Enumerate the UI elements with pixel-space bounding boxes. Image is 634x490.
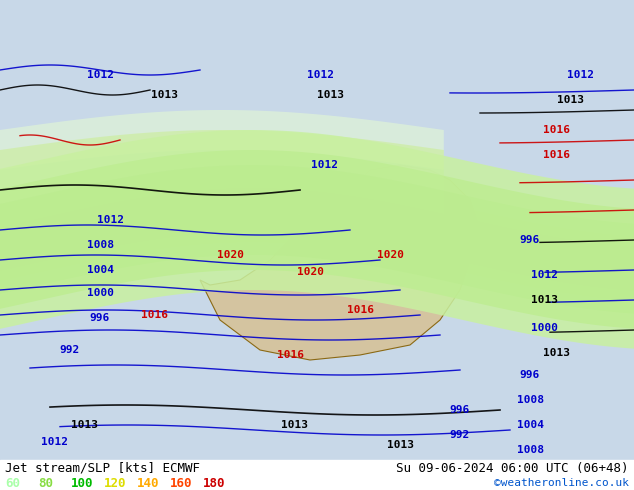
- Text: 1016: 1016: [347, 305, 373, 315]
- Polygon shape: [0, 150, 634, 329]
- Text: 996: 996: [450, 405, 470, 415]
- Polygon shape: [0, 203, 634, 276]
- Polygon shape: [0, 130, 444, 230]
- Polygon shape: [200, 165, 480, 360]
- Text: 1008: 1008: [517, 445, 543, 455]
- Text: 180: 180: [203, 477, 226, 490]
- Text: 1012: 1012: [531, 270, 559, 280]
- Text: 1013: 1013: [531, 295, 559, 305]
- Text: 1000: 1000: [531, 323, 559, 333]
- Polygon shape: [0, 188, 634, 291]
- Text: 1004: 1004: [86, 265, 113, 275]
- Text: 1008: 1008: [517, 395, 543, 405]
- Text: 1008: 1008: [86, 240, 113, 250]
- Text: 1012: 1012: [96, 215, 124, 225]
- Polygon shape: [0, 196, 634, 283]
- Polygon shape: [0, 110, 444, 250]
- Text: 160: 160: [170, 477, 193, 490]
- Text: 996: 996: [520, 235, 540, 245]
- Text: 1013: 1013: [281, 420, 309, 430]
- Text: 1020: 1020: [216, 250, 243, 260]
- Text: 992: 992: [450, 430, 470, 440]
- Text: 1013: 1013: [387, 440, 413, 450]
- Text: Jet stream/SLP [kts] ECMWF: Jet stream/SLP [kts] ECMWF: [5, 462, 200, 475]
- Text: 1020: 1020: [377, 250, 403, 260]
- Text: 1013: 1013: [72, 420, 98, 430]
- Text: 1020: 1020: [297, 267, 323, 277]
- Polygon shape: [0, 165, 634, 314]
- Text: 996: 996: [520, 370, 540, 380]
- Text: 1013: 1013: [557, 95, 583, 105]
- Text: 1000: 1000: [86, 288, 113, 298]
- Polygon shape: [0, 150, 444, 210]
- Text: 60: 60: [5, 477, 20, 490]
- Text: 1012: 1012: [311, 160, 339, 170]
- Text: 80: 80: [38, 477, 53, 490]
- Text: ©weatheronline.co.uk: ©weatheronline.co.uk: [494, 478, 629, 489]
- Text: 1016: 1016: [141, 310, 169, 320]
- Text: 100: 100: [71, 477, 93, 490]
- Bar: [0, 460, 634, 490]
- Text: 1004: 1004: [517, 420, 543, 430]
- Text: 1016: 1016: [276, 350, 304, 360]
- Text: 140: 140: [137, 477, 160, 490]
- Text: 1013: 1013: [316, 90, 344, 100]
- Text: Su 09-06-2024 06:00 UTC (06+48): Su 09-06-2024 06:00 UTC (06+48): [396, 462, 629, 475]
- Text: 992: 992: [60, 345, 80, 355]
- Text: 1012: 1012: [567, 70, 593, 80]
- Text: 1012: 1012: [306, 70, 333, 80]
- Text: 1012: 1012: [86, 70, 113, 80]
- Text: 1016: 1016: [543, 125, 569, 135]
- Text: 1012: 1012: [41, 437, 68, 447]
- Text: 1013: 1013: [152, 90, 179, 100]
- Text: 120: 120: [104, 477, 127, 490]
- Text: 996: 996: [90, 313, 110, 323]
- Text: 1016: 1016: [543, 150, 569, 160]
- Text: 1013: 1013: [543, 348, 571, 358]
- Polygon shape: [0, 130, 634, 349]
- Polygon shape: [0, 178, 634, 301]
